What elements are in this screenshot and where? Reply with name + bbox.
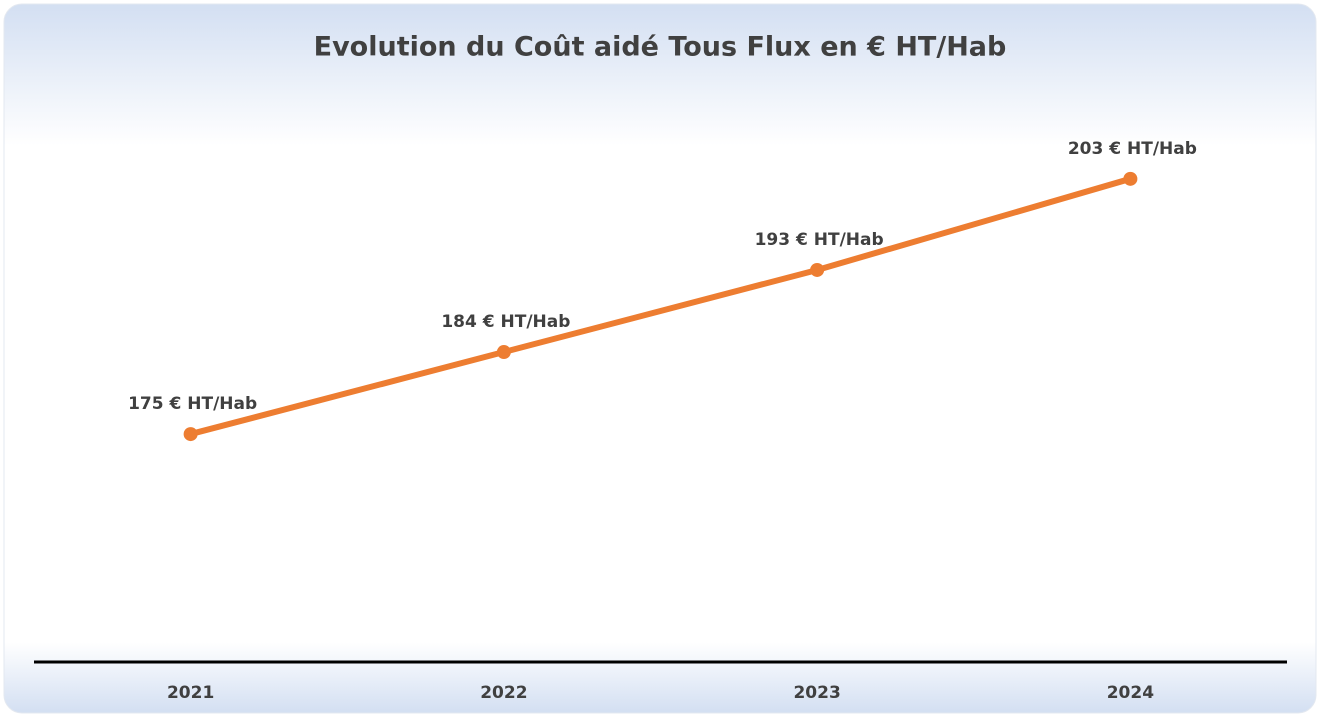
data-label: 175 € HT/Hab [128,394,257,414]
x-tick-label: 2021 [167,683,214,703]
point [183,427,198,442]
chart-card [3,3,1317,714]
chart-title: Evolution du Coût aidé Tous Flux en € HT… [314,32,1007,63]
x-tick-label: 2024 [1107,683,1154,703]
point [1123,171,1138,186]
x-tick-label: 2022 [480,683,527,703]
data-label: 193 € HT/Hab [755,230,884,250]
point [496,345,511,360]
line [187,175,1134,438]
x-tick-label: 2023 [793,683,840,703]
point [810,262,825,277]
data-label: 203 € HT/Hab [1068,139,1197,159]
data-label: 184 € HT/Hab [441,312,570,332]
